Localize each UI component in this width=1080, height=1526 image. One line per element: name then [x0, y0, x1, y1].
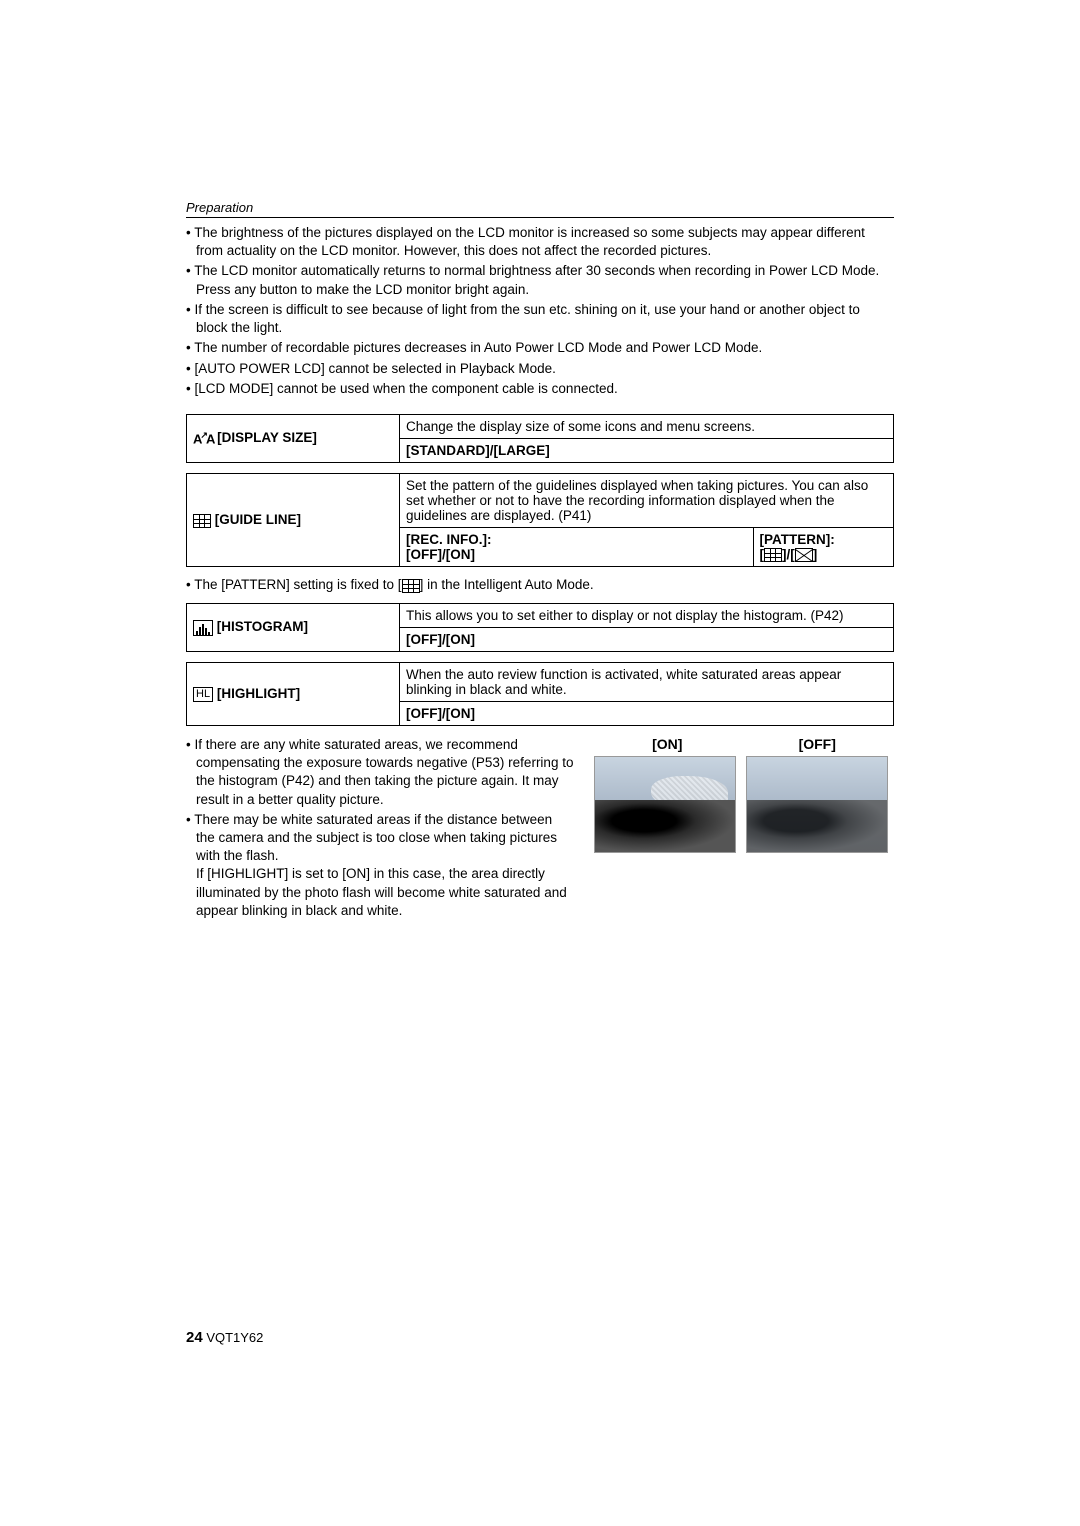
histogram-desc: This allows you to set either to display… [400, 603, 894, 627]
pattern-cell: [PATTERN]: []/[] [753, 527, 894, 566]
highlight-desc: When the auto review function is activat… [400, 662, 894, 701]
pattern-note: • The [PATTERN] setting is fixed to [] i… [186, 577, 894, 592]
off-label: [OFF] [799, 736, 836, 752]
section-header: Preparation [186, 200, 894, 218]
diagonal-grid-icon [795, 548, 813, 562]
highlight-options: [OFF]/[ON] [400, 701, 894, 725]
pattern-label: [PATTERN]: [760, 532, 835, 547]
page: Preparation • The brightness of the pict… [0, 0, 1080, 1526]
onoff-labels: [ON] [OFF] [594, 736, 894, 752]
off-thumbnail [746, 756, 888, 853]
bottom-bullets: • If there are any white saturated areas… [186, 736, 574, 922]
histogram-label: [HISTOGRAM] [217, 619, 308, 634]
rec-info-cell: [REC. INFO.]: [OFF]/[ON] [400, 527, 754, 566]
rec-info-opts: [OFF]/[ON] [406, 547, 475, 562]
bullet: • The LCD monitor automatically returns … [186, 262, 894, 298]
rec-info-label: [REC. INFO.]: [406, 532, 492, 547]
top-bullets: • The brightness of the pictures display… [186, 224, 894, 398]
highlight-icon: HL [193, 687, 213, 702]
display-size-label-cell: A↗A [DISPLAY SIZE] [187, 414, 400, 462]
bullet: • [LCD MODE] cannot be used when the com… [186, 380, 894, 398]
grid-icon [193, 514, 211, 528]
bullet: • [AUTO POWER LCD] cannot be selected in… [186, 360, 894, 378]
grid-icon [764, 548, 782, 562]
histogram-icon [193, 620, 213, 636]
page-number: 24 [186, 1329, 203, 1346]
highlight-label-cell: HL [HIGHLIGHT] [187, 662, 400, 725]
bottom-section: • If there are any white saturated areas… [186, 736, 894, 922]
bullet: • There may be white saturated areas if … [186, 811, 574, 920]
page-footer: 24 VQT1Y62 [186, 1329, 263, 1346]
example-images: [ON] [OFF] [594, 736, 894, 922]
highlight-label: [HIGHLIGHT] [217, 686, 300, 701]
guide-line-label: [GUIDE LINE] [215, 512, 301, 527]
bullet: • The brightness of the pictures display… [186, 224, 894, 260]
bullet: • The number of recordable pictures decr… [186, 339, 894, 357]
grid-icon [402, 579, 420, 593]
doc-id: VQT1Y62 [206, 1330, 263, 1345]
histogram-table: [HISTOGRAM] This allows you to set eithe… [186, 603, 894, 652]
highlight-table: HL [HIGHLIGHT] When the auto review func… [186, 662, 894, 726]
guide-line-table: [GUIDE LINE] Set the pattern of the guid… [186, 473, 894, 567]
guide-line-desc: Set the pattern of the guidelines displa… [400, 473, 894, 527]
display-size-desc: Change the display size of some icons an… [400, 414, 894, 438]
bullet: • If there are any white saturated areas… [186, 736, 574, 809]
display-size-icon: A↗A [193, 430, 213, 446]
display-size-options: [STANDARD]/[LARGE] [400, 438, 894, 462]
on-thumbnail [594, 756, 736, 853]
histogram-options: [OFF]/[ON] [400, 627, 894, 651]
histogram-label-cell: [HISTOGRAM] [187, 603, 400, 651]
on-label: [ON] [652, 736, 682, 752]
guide-line-label-cell: [GUIDE LINE] [187, 473, 400, 566]
display-size-table: A↗A [DISPLAY SIZE] Change the display si… [186, 414, 894, 463]
display-size-label: [DISPLAY SIZE] [217, 430, 317, 445]
bullet: • If the screen is difficult to see beca… [186, 301, 894, 337]
